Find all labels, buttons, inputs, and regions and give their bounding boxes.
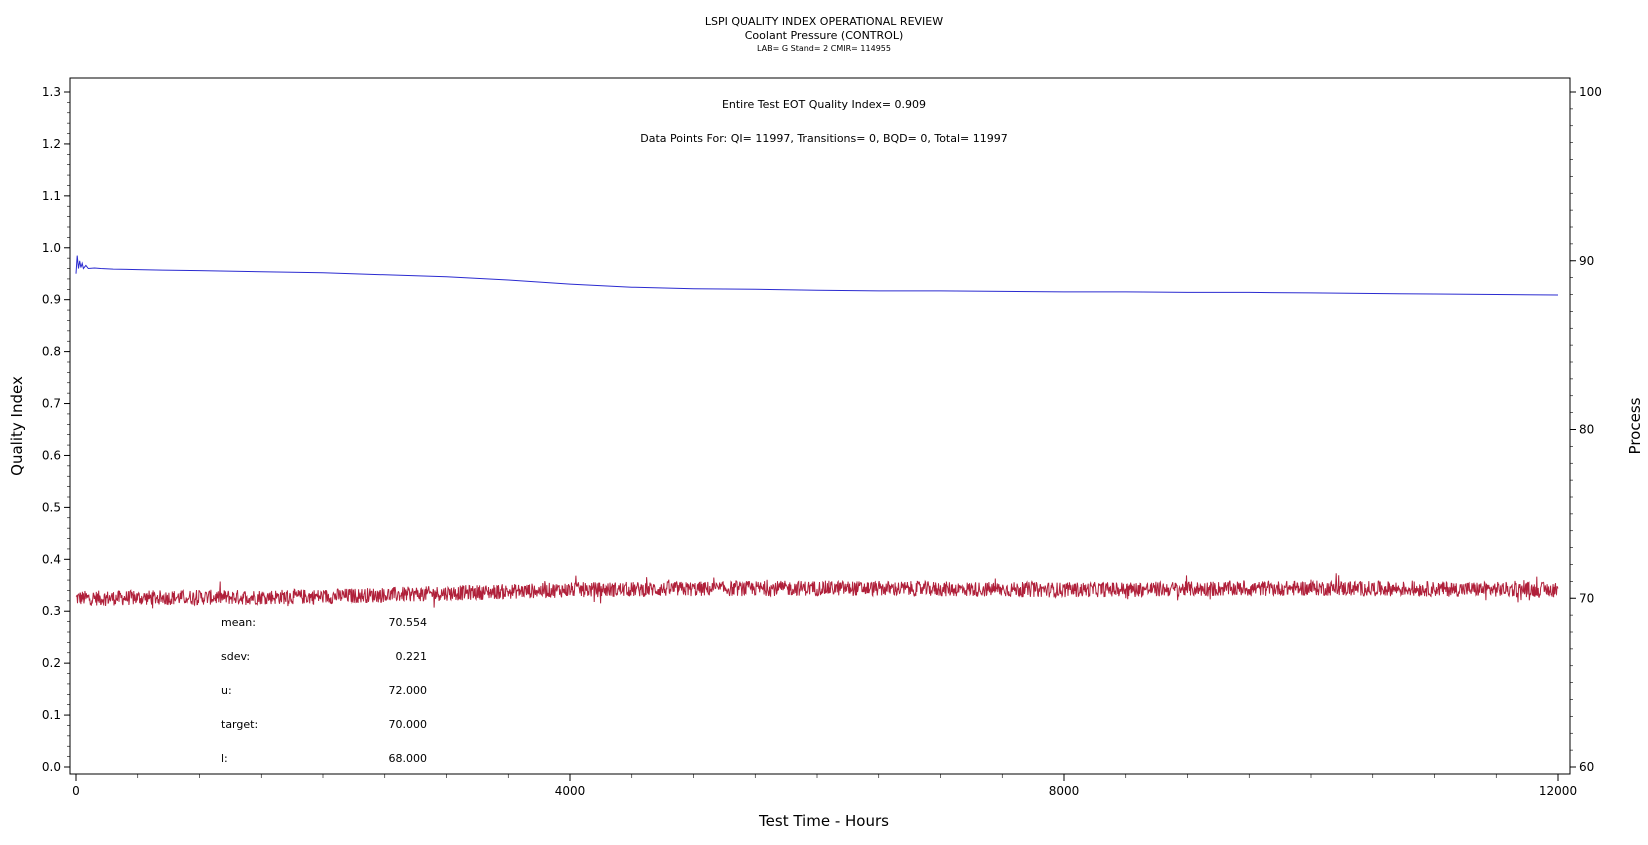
x-axis: 0 4000 8000 12000 (72, 774, 1577, 798)
y-tick-label: 0.1 (42, 708, 61, 722)
stat-label: target: (221, 718, 258, 731)
y-tick-label: 1.1 (42, 189, 61, 203)
process-series-line (75, 573, 1559, 609)
y-tick-label: 0.8 (42, 345, 61, 359)
y-tick-label: 0.6 (42, 448, 61, 462)
y-axis-title: Quality Index (8, 376, 26, 476)
x-tick-label: 0 (72, 784, 80, 798)
quality-index-series-line (75, 255, 1559, 296)
chart-subtitle: Coolant Pressure (CONTROL) (745, 29, 904, 42)
stat-value: 70.000 (389, 718, 428, 731)
y2-tick-label: 60 (1579, 760, 1594, 774)
y-tick-label: 1.3 (42, 85, 61, 99)
y-tick-label: 0.7 (42, 397, 61, 411)
stat-label: l: (221, 752, 228, 765)
stat-label: mean: (221, 616, 256, 629)
stat-value: 0.221 (396, 650, 428, 663)
y-tick-label: 0.5 (42, 500, 61, 514)
chart-subtitle-2: LAB= G Stand= 2 CMIR= 114955 (757, 44, 891, 53)
annotation-data-points: Data Points For: QI= 11997, Transitions=… (640, 132, 1008, 145)
stat-label: sdev: (221, 650, 250, 663)
series-layer (75, 255, 1559, 609)
y2-tick-label: 80 (1579, 423, 1594, 437)
y2-tick-label: 70 (1579, 591, 1594, 605)
y-tick-label: 0.3 (42, 604, 61, 618)
stat-value: 70.554 (389, 616, 428, 629)
x-tick-label: 12000 (1539, 784, 1577, 798)
annotation-eot-quality-index: Entire Test EOT Quality Index= 0.909 (722, 98, 926, 111)
y-tick-label: 0.0 (42, 760, 61, 774)
y-tick-label: 1.0 (42, 241, 61, 255)
right-y-axis: 60 70 80 90 100 (1570, 85, 1602, 774)
stat-value: 68.000 (389, 752, 428, 765)
y-tick-label: 0.9 (42, 293, 61, 307)
y-tick-label: 1.2 (42, 137, 61, 151)
y2-tick-label: 90 (1579, 254, 1594, 268)
x-axis-title: Test Time - Hours (758, 812, 889, 830)
stat-value: 72.000 (389, 684, 428, 697)
chart-title: LSPI QUALITY INDEX OPERATIONAL REVIEW (705, 15, 943, 28)
stats-table: mean: 70.554 sdev: 0.221 u: 72.000 target: 70.0… (221, 616, 427, 765)
y2-tick-label: 100 (1579, 85, 1602, 99)
stat-label: u: (221, 684, 232, 697)
y-tick-label: 0.4 (42, 552, 61, 566)
plot-frame (69, 77, 1571, 775)
left-y-axis: 0.0 0.1 0.2 0.3 0.4 0.5 0.6 0.7 0.8 0.9 1.0 1.1 1.2 1… (42, 85, 70, 774)
x-tick-label: 4000 (555, 784, 586, 798)
y-tick-label: 0.2 (42, 656, 61, 670)
y2-axis-title: Process (1626, 397, 1644, 454)
x-tick-label: 8000 (1049, 784, 1080, 798)
